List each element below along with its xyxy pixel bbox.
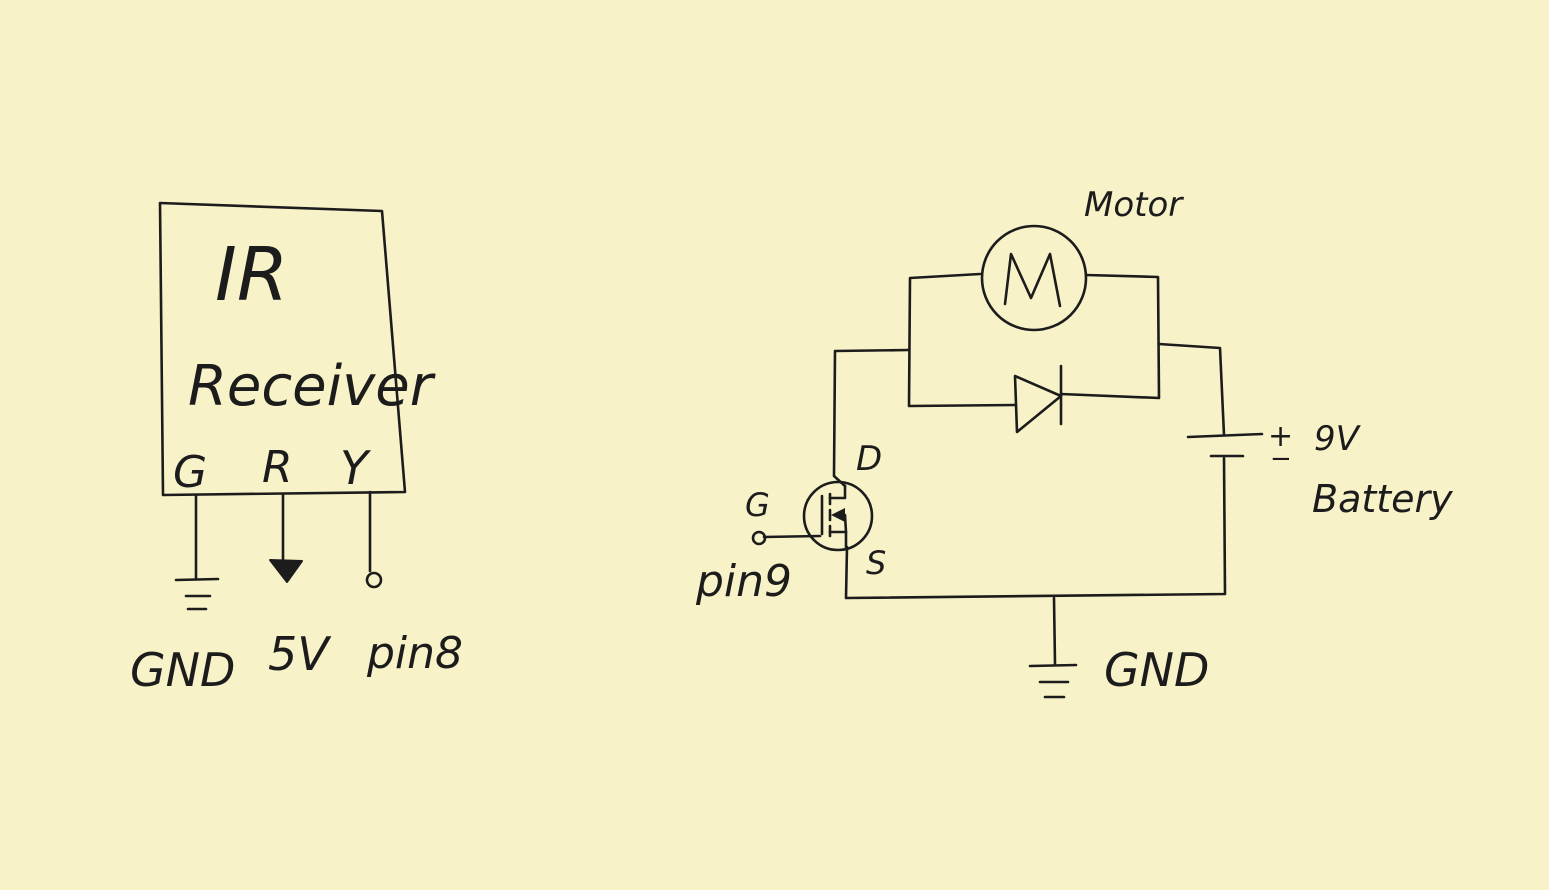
- motor-label: Motor: [1084, 185, 1184, 225]
- ir-receiver: IR Receiver G R Y GND 5V pin8: [130, 201, 463, 697]
- ir-receiver-title: IR: [215, 232, 288, 318]
- battery-plus-label: +: [1268, 419, 1293, 454]
- battery-label: Battery: [1312, 477, 1453, 521]
- flyback-diode-icon: [1013, 364, 1063, 434]
- ir-receiver-subtitle: Receiver: [188, 354, 436, 419]
- motor-icon: [980, 224, 1088, 332]
- ir-pin-label-g: G: [173, 447, 207, 498]
- motor-letter-glyph: [1003, 252, 1062, 308]
- ir-pin-label-y: Y: [340, 441, 372, 495]
- motor-right-wire: [1059, 273, 1161, 400]
- power-arrow-icon: [269, 559, 303, 583]
- ground-label: GND: [1104, 643, 1209, 697]
- ir-gnd-label: GND: [130, 643, 235, 697]
- ir-5v-label: 5V: [268, 627, 332, 681]
- pin-terminal-icon: [365, 571, 383, 589]
- gate-pin-label: pin9: [695, 556, 792, 607]
- mosfet-gate-label: G: [745, 486, 770, 524]
- battery-minus-label: −: [1270, 444, 1292, 474]
- mosfet-drain-label: D: [856, 439, 882, 479]
- motor-circuit: Motor M + − 9V Battery: [695, 185, 1453, 699]
- battery-voltage-label: 9V: [1314, 419, 1362, 459]
- gate-wire: [762, 534, 822, 539]
- battery-icon: [1186, 432, 1264, 458]
- battery-positive-wire: [1157, 342, 1226, 437]
- battery-negative-wire: [844, 456, 1227, 600]
- ir-pin8-label: pin8: [366, 628, 463, 679]
- gate-terminal-icon: [751, 530, 767, 546]
- ground-icon: [174, 577, 220, 611]
- ir-pin-label-r: R: [262, 442, 293, 493]
- motor-left-wire: [907, 272, 1017, 408]
- ground-icon: [1028, 663, 1078, 699]
- ground-wire: [1052, 596, 1057, 666]
- mosfet-icon: [802, 480, 874, 552]
- mosfet-source-label: S: [866, 544, 886, 582]
- ir-receiver-body: [158, 201, 407, 497]
